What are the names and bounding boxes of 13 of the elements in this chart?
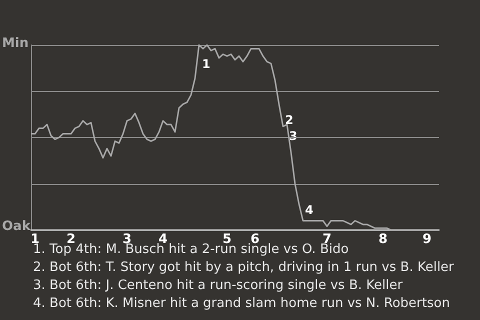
text: 2. Bot 6th: T. Story got hit by a pitch, driving in 1 run vs B. Keller bbox=[33, 260, 455, 275]
text: 4. Bot 6th: K. Misner hit a grand slam home run vs N. Robertson bbox=[33, 296, 450, 311]
x-tick-label: 5 bbox=[222, 232, 232, 247]
x-tick-label: 8 bbox=[378, 232, 388, 247]
annotation: 4 bbox=[305, 203, 314, 217]
annotation: 2 bbox=[285, 113, 294, 127]
text: Min bbox=[2, 36, 29, 51]
x-tick-label: 9 bbox=[422, 232, 432, 247]
annotation: 1 bbox=[202, 57, 210, 71]
text: 3. Bot 6th: J. Centeno hit a run-scoring single vs B. Keller bbox=[33, 278, 404, 293]
x-tick-label: 2 bbox=[66, 232, 76, 247]
text: Oak bbox=[2, 219, 31, 234]
x-tick-label: 6 bbox=[250, 232, 260, 247]
